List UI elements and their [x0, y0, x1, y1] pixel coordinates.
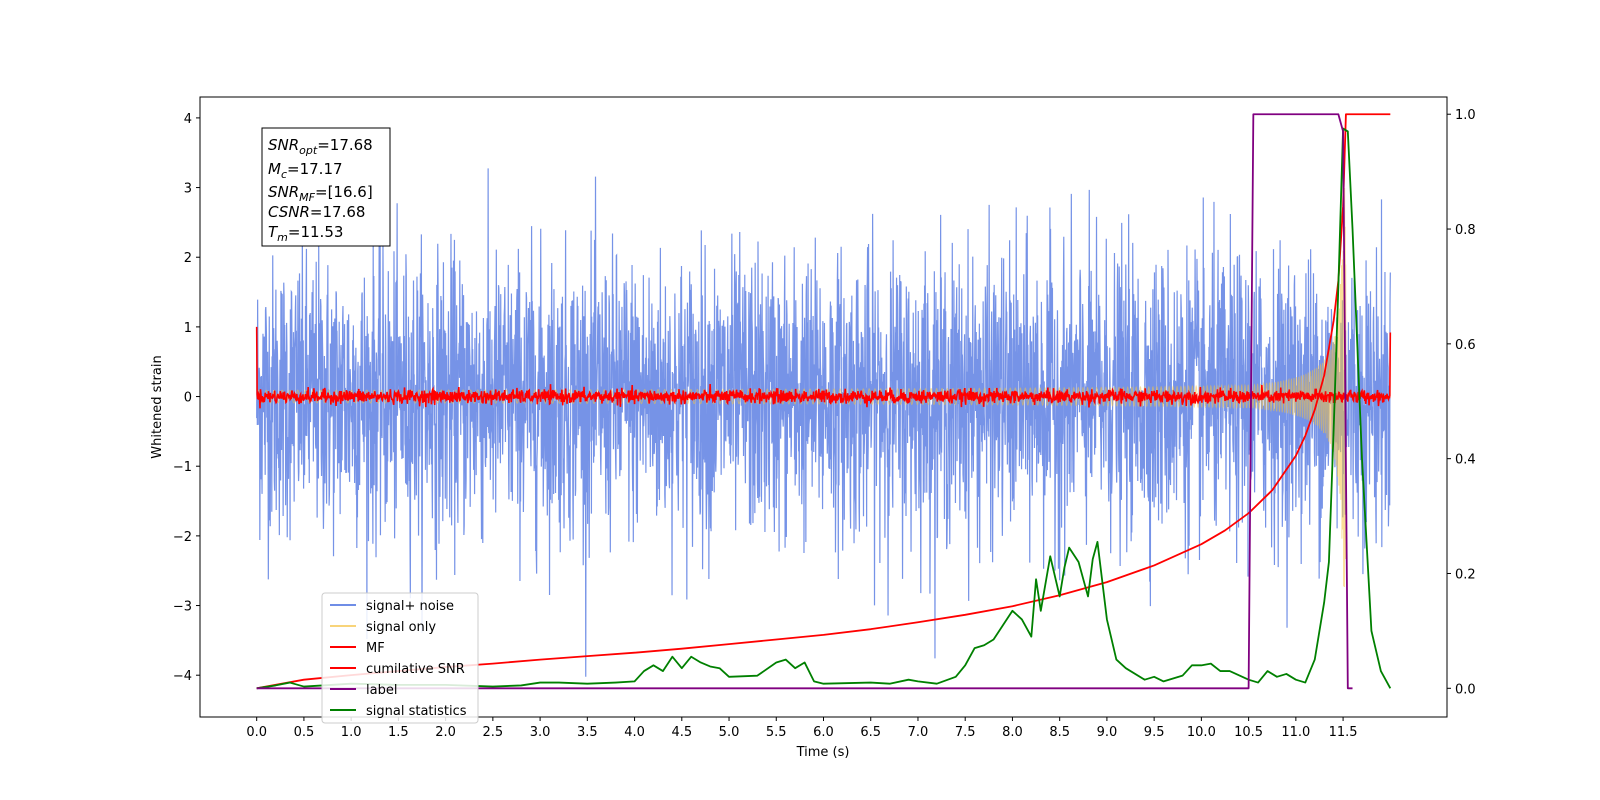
legend: signal+ noise signal only MF cumilative SNR…	[321, 592, 479, 724]
x-tick-label: 6.0	[813, 725, 834, 740]
legend-text: MF	[366, 641, 385, 656]
x-tick-label: 9.5	[1144, 725, 1165, 740]
annotation-snr-opt: SNRopt=17.68	[268, 136, 373, 157]
annotation-merger-time: Tm=11.53	[268, 223, 343, 244]
x-axis: 0.0 0.5 1.0 1.5 2.0 2.5 3.0 3.5 4.0 4.5 5.0 5.5 6.0 6…	[246, 717, 1358, 740]
legend-signal-noise: signal+ noise	[330, 599, 454, 614]
x-tick-label: 5.0	[719, 725, 740, 740]
x-axis-label: Time (s)	[796, 745, 850, 760]
y-axis-label: Whitened strain	[150, 355, 165, 458]
y2-tick-label: 0.0	[1455, 682, 1476, 697]
series-signal-statistics	[256, 127, 1392, 690]
y-tick-label: −2	[173, 530, 192, 545]
x-tick-label: 7.5	[955, 725, 976, 740]
x-tick-label: 0.5	[294, 725, 315, 740]
x-tick-label: 4.0	[624, 725, 645, 740]
x-tick-label: 9.0	[1097, 725, 1118, 740]
plot-area	[255, 113, 1392, 690]
y2-tick-label: 0.8	[1455, 223, 1476, 238]
annotation-frame	[261, 127, 391, 247]
legend-label: label	[330, 683, 397, 698]
y-tick-label: 3	[184, 182, 192, 197]
y2-tick-label: 0.2	[1455, 567, 1476, 582]
x-tick-label: 5.5	[766, 725, 787, 740]
y-axis-right: 0.0 0.2 0.4 0.6 0.8 1.0	[1447, 108, 1476, 697]
x-tick-label: 10.0	[1187, 725, 1216, 740]
legend-text: cumilative SNR	[366, 662, 465, 677]
x-tick-label: 3.0	[530, 725, 551, 740]
y-tick-label: −3	[173, 600, 192, 615]
y-axis-left: −4 −3 −2 −1 0 1 2 3 4	[173, 112, 200, 684]
legend-text: signal statistics	[366, 704, 467, 719]
legend-mf: MF	[330, 641, 385, 656]
y-tick-label: 1	[184, 321, 192, 336]
legend-signal-only: signal only	[330, 620, 436, 635]
y2-tick-label: 1.0	[1455, 108, 1476, 123]
y-tick-label: −4	[173, 669, 192, 684]
x-tick-label: 8.5	[1049, 725, 1070, 740]
x-tick-label: 4.5	[671, 725, 692, 740]
x-tick-label: 1.5	[388, 725, 409, 740]
y2-tick-label: 0.4	[1455, 453, 1476, 468]
series-mf	[255, 326, 1392, 409]
y2-tick-label: 0.6	[1455, 338, 1476, 353]
legend-text: signal only	[366, 620, 436, 635]
x-tick-label: 6.5	[860, 725, 881, 740]
x-tick-label: 11.5	[1329, 725, 1358, 740]
y-tick-label: −1	[173, 460, 192, 475]
stats-annotation-box: SNRopt=17.68 Mc=17.17 SNRMF=[16.6] CSNR=…	[261, 127, 391, 247]
series-label	[256, 113, 1353, 690]
x-tick-label: 1.0	[341, 725, 362, 740]
series-cumulative-snr	[256, 113, 1391, 690]
x-tick-label: 2.5	[483, 725, 504, 740]
y-tick-label: 0	[184, 391, 192, 406]
x-tick-label: 8.0	[1002, 725, 1023, 740]
y-tick-label: 4	[184, 112, 192, 127]
y-tick-label: 2	[184, 251, 192, 266]
annotation-snr-mf: SNRMF=[16.6]	[268, 183, 373, 204]
legend-text: label	[366, 683, 397, 698]
x-tick-label: 11.0	[1281, 725, 1310, 740]
legend-cumulative-snr: cumilative SNR	[330, 662, 465, 677]
legend-text: signal+ noise	[366, 599, 454, 614]
x-tick-label: 3.5	[577, 725, 598, 740]
x-tick-label: 0.0	[246, 725, 267, 740]
x-tick-label: 2.0	[435, 725, 456, 740]
x-tick-label: 10.5	[1234, 725, 1263, 740]
legend-frame	[321, 592, 479, 724]
annotation-chirp-mass: Mc=17.17	[268, 160, 343, 181]
legend-signal-statistics: signal statistics	[330, 704, 467, 719]
x-tick-label: 7.0	[908, 725, 929, 740]
series-signal-noise	[256, 168, 1391, 677]
annotation-csnr: CSNR=17.68	[268, 203, 365, 221]
